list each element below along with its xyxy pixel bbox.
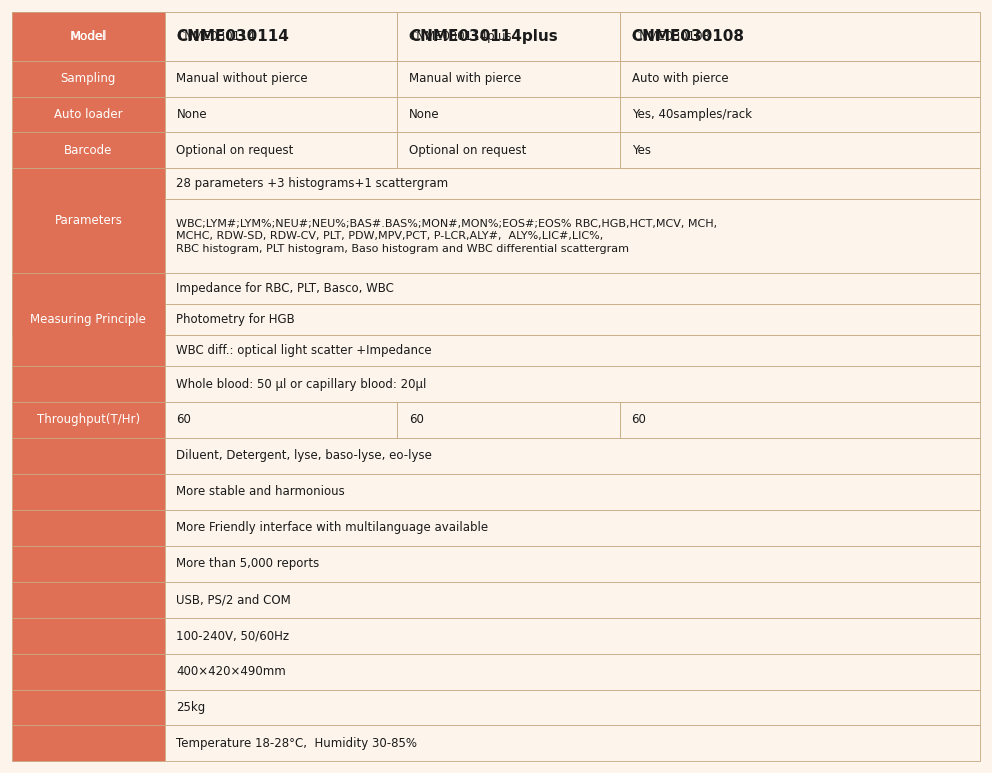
Bar xyxy=(165,12,397,60)
Bar xyxy=(620,402,980,438)
Text: More than 5,000 reports: More than 5,000 reports xyxy=(177,557,319,570)
Bar xyxy=(165,132,397,169)
Text: Impedance for RBC, PLT, Basco, WBC: Impedance for RBC, PLT, Basco, WBC xyxy=(177,282,395,295)
Text: CNME030114plus: CNME030114plus xyxy=(409,29,513,43)
Text: Yes: Yes xyxy=(632,144,651,157)
Bar xyxy=(397,402,620,438)
Bar xyxy=(12,97,165,132)
Bar xyxy=(397,97,620,132)
Text: 60: 60 xyxy=(632,414,647,427)
Bar xyxy=(165,97,397,132)
Bar xyxy=(165,12,397,60)
Text: Model: Model xyxy=(69,29,107,43)
Bar xyxy=(165,510,980,546)
Bar xyxy=(12,132,165,169)
Bar xyxy=(12,169,165,199)
Bar xyxy=(165,726,980,761)
Text: 400×420×490mm: 400×420×490mm xyxy=(177,665,287,678)
Bar xyxy=(12,582,165,618)
Text: Measuring Principle: Measuring Principle xyxy=(31,313,147,326)
Text: More Friendly interface with multilanguage available: More Friendly interface with multilangua… xyxy=(177,521,489,534)
Bar xyxy=(165,474,980,510)
Bar xyxy=(397,12,620,60)
Text: WBC;LYM#;LYM%;NEU#;NEU%;BAS#.BAS%;MON#,MON%;EOS#;EOS% RBC,HGB,HCT,MCV, MCH,
MCHC: WBC;LYM#;LYM%;NEU#;NEU%;BAS#.BAS%;MON#,M… xyxy=(177,219,717,254)
Text: Yes, 40samples/rack: Yes, 40samples/rack xyxy=(632,108,752,121)
Bar xyxy=(12,726,165,761)
Text: WBC diff.: optical light scatter +Impedance: WBC diff.: optical light scatter +Impeda… xyxy=(177,344,433,357)
Text: CNME030108: CNME030108 xyxy=(632,29,745,43)
Bar xyxy=(165,304,980,335)
Text: Optional on request: Optional on request xyxy=(409,144,526,157)
Bar xyxy=(12,474,165,510)
Bar xyxy=(12,402,165,438)
Bar xyxy=(12,12,165,60)
Text: CNME030114: CNME030114 xyxy=(177,29,290,43)
Bar xyxy=(165,618,980,654)
Text: Parameters: Parameters xyxy=(55,214,122,227)
Bar xyxy=(620,60,980,97)
Bar xyxy=(165,273,980,304)
Bar xyxy=(165,335,980,366)
Bar xyxy=(12,273,165,366)
Bar xyxy=(165,366,980,402)
Text: USB, PS/2 and COM: USB, PS/2 and COM xyxy=(177,593,292,606)
Bar xyxy=(12,169,165,273)
Bar xyxy=(12,366,165,402)
Bar xyxy=(165,582,980,618)
Bar xyxy=(165,546,980,582)
Bar xyxy=(620,97,980,132)
Bar xyxy=(620,132,980,169)
Text: Auto loader: Auto loader xyxy=(55,108,123,121)
Text: 25kg: 25kg xyxy=(177,701,205,714)
Text: Manual without pierce: Manual without pierce xyxy=(177,72,309,85)
Text: Photometry for HGB: Photometry for HGB xyxy=(177,313,296,326)
Text: Diluent, Detergent, lyse, baso-lyse, eo-lyse: Diluent, Detergent, lyse, baso-lyse, eo-… xyxy=(177,449,433,462)
Text: 28 parameters +3 histograms+1 scattergram: 28 parameters +3 histograms+1 scattergra… xyxy=(177,178,448,190)
Bar xyxy=(12,618,165,654)
Text: Auto with pierce: Auto with pierce xyxy=(632,72,728,85)
Bar xyxy=(12,510,165,546)
Bar xyxy=(12,273,165,304)
Text: 60: 60 xyxy=(177,414,191,427)
Bar xyxy=(165,60,397,97)
Bar xyxy=(165,169,980,199)
Bar xyxy=(397,132,620,169)
Bar xyxy=(397,12,620,60)
Bar xyxy=(12,654,165,690)
Bar xyxy=(12,690,165,726)
Text: CNME030114plus: CNME030114plus xyxy=(409,29,558,43)
Bar xyxy=(165,690,980,726)
Text: More stable and harmonious: More stable and harmonious xyxy=(177,485,345,499)
Bar xyxy=(12,60,165,97)
Text: 60: 60 xyxy=(409,414,424,427)
Bar xyxy=(165,654,980,690)
Text: 100-240V, 50/60Hz: 100-240V, 50/60Hz xyxy=(177,629,290,642)
Text: Throughput(T/Hr): Throughput(T/Hr) xyxy=(37,414,140,427)
Bar xyxy=(397,60,620,97)
Text: Manual with pierce: Manual with pierce xyxy=(409,72,521,85)
Bar xyxy=(165,438,980,474)
Text: Temperature 18-28°C,  Humidity 30-85%: Temperature 18-28°C, Humidity 30-85% xyxy=(177,737,418,750)
Text: None: None xyxy=(177,108,207,121)
Text: Whole blood: 50 μl or capillary blood: 20μl: Whole blood: 50 μl or capillary blood: 2… xyxy=(177,377,427,390)
Bar xyxy=(165,402,397,438)
Text: Model: Model xyxy=(70,29,106,43)
Bar xyxy=(12,546,165,582)
Text: CNME030114: CNME030114 xyxy=(177,29,256,43)
Bar xyxy=(12,304,165,335)
Text: Sampling: Sampling xyxy=(61,72,116,85)
Text: Barcode: Barcode xyxy=(64,144,112,157)
Bar xyxy=(165,199,980,273)
Bar xyxy=(620,12,980,60)
Text: Optional on request: Optional on request xyxy=(177,144,294,157)
Bar xyxy=(12,438,165,474)
Text: None: None xyxy=(409,108,439,121)
Bar xyxy=(620,12,980,60)
Text: CNME030108: CNME030108 xyxy=(632,29,710,43)
Bar xyxy=(12,12,165,60)
